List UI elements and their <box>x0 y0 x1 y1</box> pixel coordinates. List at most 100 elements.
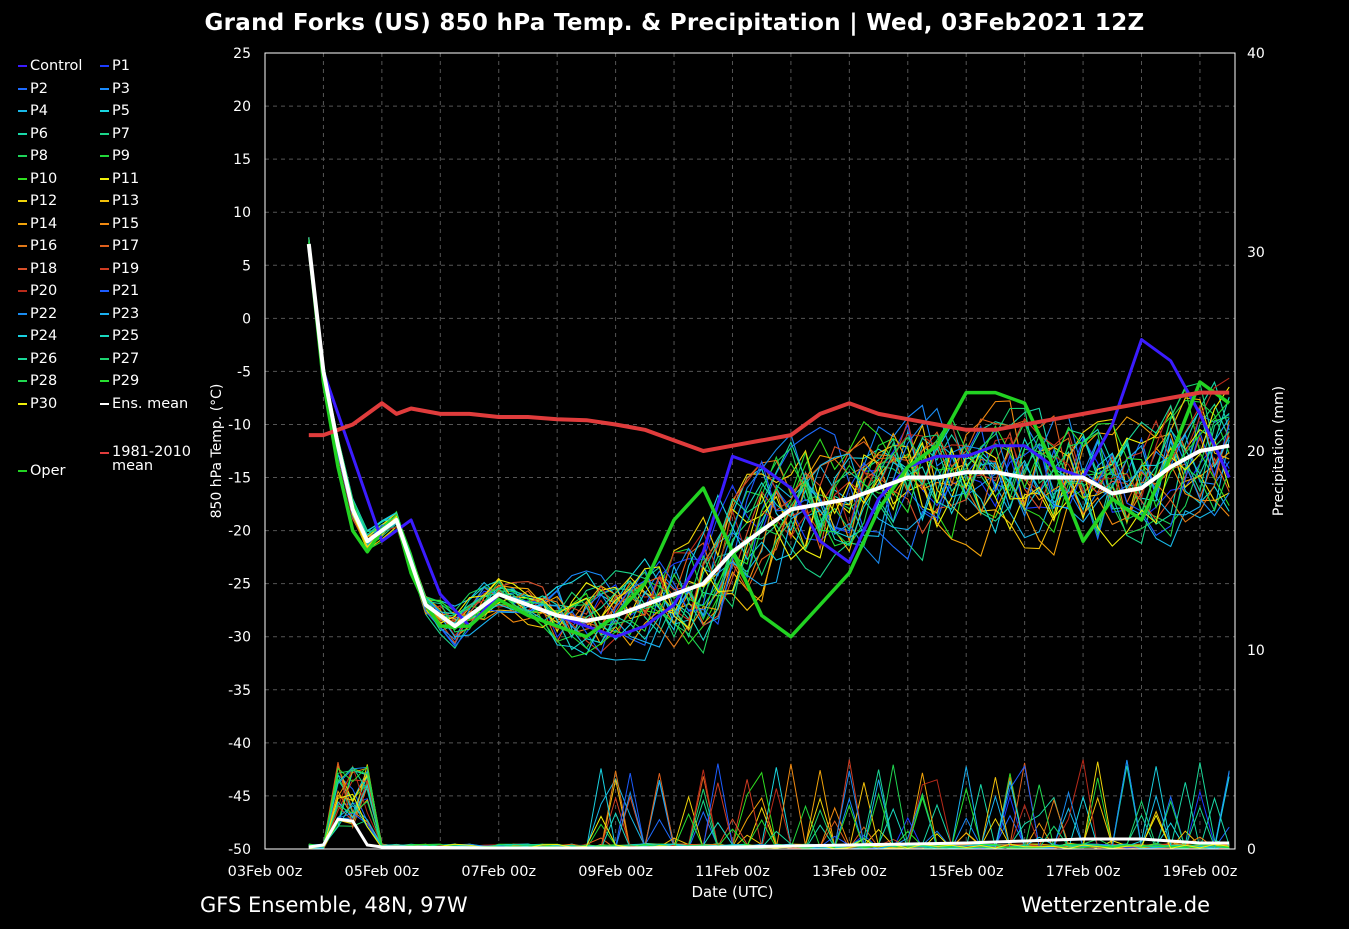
y-tick-label: -20 <box>228 524 251 540</box>
legend-swatch <box>18 357 27 360</box>
legend-item: P11 <box>100 171 139 187</box>
legend-item: P28 <box>18 373 57 389</box>
legend-label: P24 <box>30 328 58 344</box>
ensemble-member-line <box>308 245 1230 638</box>
legend-item: P17 <box>100 238 139 254</box>
ensemble-member-line <box>308 242 1230 643</box>
legend-swatch <box>100 267 109 270</box>
y2-tick-label: 20 <box>1247 444 1265 460</box>
legend-swatch <box>100 132 109 135</box>
legend-item: P9 <box>100 148 130 164</box>
legend-label: P9 <box>112 148 130 164</box>
legend-item: 1981-2010 mean <box>100 443 202 474</box>
source-credit: Wetterzentrale.de <box>1020 893 1210 917</box>
y2-axis-ticks: 40 30 20 10 0 <box>1247 46 1265 858</box>
precipitation-lines <box>308 759 1230 850</box>
legend-item: Control <box>18 58 82 74</box>
model-info: GFS Ensemble, 48N, 97W <box>200 893 468 917</box>
y-tick-label: -10 <box>228 417 251 433</box>
y2-tick-label: 10 <box>1247 643 1265 659</box>
legend-label: P21 <box>112 283 140 299</box>
legend-swatch <box>18 87 27 90</box>
legend-label: P4 <box>30 103 48 119</box>
x-tick-label: 19Feb 00z <box>1163 864 1238 880</box>
legend-item: P12 <box>18 193 57 209</box>
legend-item: P16 <box>18 238 57 254</box>
ensemble-member-line <box>308 244 1230 647</box>
legend-label: P29 <box>112 373 140 389</box>
ensemble-member-line <box>308 247 1230 639</box>
legend-swatch <box>18 267 27 270</box>
y-tick-label: -40 <box>228 736 251 752</box>
y-axis-label: 850 hPa Temp. (°C) <box>209 384 225 519</box>
legend-label: P6 <box>30 125 48 142</box>
y-tick-label: -30 <box>228 630 251 646</box>
legend-item: P1 <box>100 58 130 74</box>
legend-label: P13 <box>112 193 140 209</box>
ensemble-member-line <box>308 245 1230 650</box>
legend-swatch <box>100 380 109 382</box>
legend-label: Ens. mean <box>112 395 189 412</box>
legend-item: P20 <box>18 283 57 299</box>
legend-item: P14 <box>18 216 57 232</box>
legend-swatch <box>100 402 109 405</box>
y-tick-label: -35 <box>228 683 251 699</box>
legend-item: Ens. mean <box>100 396 188 412</box>
legend-label: P30 <box>30 395 58 412</box>
x-axis-label: Date (UTC) <box>691 883 773 901</box>
legend-swatch <box>100 200 109 202</box>
legend-label: P26 <box>30 350 58 367</box>
legend-swatch <box>18 132 27 135</box>
legend-label: P18 <box>30 260 58 277</box>
legend-item: P5 <box>100 103 130 119</box>
y-axis-ticks: 25 20 15 10 5 0 -5 -10 -15 -20 -25 -30 -35 -40 -45 -50 <box>228 46 251 858</box>
y2-tick-label: 40 <box>1247 46 1265 62</box>
legend-item: P24 <box>18 328 57 344</box>
legend: Control P1 P2 P3 P4 P5 P6 P7 P8 P9 P10 P11 P12 P13 P14… <box>18 58 218 498</box>
ensemble-member-line <box>308 244 1230 644</box>
legend-swatch <box>18 470 27 472</box>
legend-swatch <box>18 290 27 292</box>
legend-label: P27 <box>112 350 140 367</box>
series-line-control <box>307 243 1231 639</box>
legend-swatch <box>100 110 109 112</box>
y-tick-label: 10 <box>233 205 251 221</box>
y2-tick-label: 30 <box>1247 245 1265 261</box>
legend-label: P2 <box>30 80 48 97</box>
legend-swatch <box>18 155 27 157</box>
y-tick-label: -25 <box>228 577 251 593</box>
legend-swatch <box>100 312 109 315</box>
x-tick-label: 17Feb 00z <box>1046 864 1121 880</box>
x-tick-label: 03Feb 00z <box>228 864 303 880</box>
legend-item: P29 <box>100 373 139 389</box>
legend-swatch <box>18 177 27 180</box>
ensemble-member-line <box>308 246 1230 629</box>
ensemble-member-line <box>308 244 1230 641</box>
legend-label: Control <box>30 58 83 74</box>
legend-swatch <box>100 245 109 247</box>
legend-item: P10 <box>18 171 57 187</box>
legend-label: 1981-2010 mean <box>112 443 192 474</box>
y2-tick-label: 0 <box>1247 842 1256 858</box>
legend-swatch <box>100 222 109 225</box>
legend-swatch <box>100 155 109 157</box>
legend-label: P7 <box>112 125 130 142</box>
y-tick-label: -15 <box>228 471 251 487</box>
legend-label: P28 <box>30 373 58 389</box>
legend-swatch <box>18 222 27 225</box>
y-tick-label: -50 <box>228 842 251 858</box>
ensemble-member-line <box>308 241 1230 648</box>
legend-item: P15 <box>100 216 139 232</box>
legend-swatch <box>18 245 27 247</box>
legend-label: P25 <box>112 328 140 344</box>
legend-swatch <box>18 110 27 112</box>
legend-swatch <box>100 87 109 90</box>
legend-swatch <box>18 200 27 202</box>
x-tick-label: 05Feb 00z <box>344 864 419 880</box>
x-tick-label: 15Feb 00z <box>929 864 1004 880</box>
ensemble-member-line <box>308 241 1230 658</box>
ensemble-member-line <box>308 250 1230 639</box>
y-tick-label: -45 <box>228 789 251 805</box>
y-tick-label: 25 <box>233 46 251 62</box>
y-tick-label: 0 <box>242 311 251 327</box>
